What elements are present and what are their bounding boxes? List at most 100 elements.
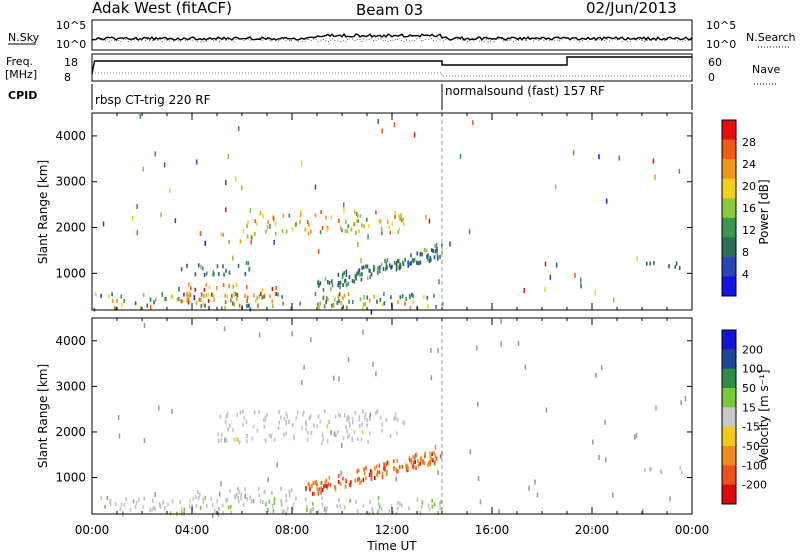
data-cell: [195, 494, 197, 499]
data-cell: [337, 412, 340, 417]
scatter-cell: [136, 230, 138, 236]
data-cell: [106, 496, 108, 501]
data-cell: [119, 507, 122, 512]
data-cell: [439, 501, 441, 506]
data-cell: [345, 269, 348, 274]
data-cell: [256, 296, 258, 301]
data-cell: [306, 508, 308, 512]
scatter-cell: [605, 457, 607, 463]
data-cell: [123, 299, 125, 303]
colorbar-tick-label: 15: [742, 401, 756, 414]
data-cell: [238, 440, 241, 445]
data-cell: [351, 438, 354, 443]
data-cell: [233, 437, 236, 442]
data-cell: [362, 409, 364, 414]
data-cell: [246, 497, 248, 501]
data-cell: [220, 232, 223, 237]
data-cell: [432, 458, 434, 463]
data-cell: [369, 268, 371, 273]
data-cell: [366, 295, 369, 300]
data-cell: [129, 507, 132, 512]
data-cell: [369, 275, 372, 280]
scatter-cell: [139, 113, 141, 119]
data-cell: [326, 296, 328, 301]
scatter-cell: [233, 291, 235, 297]
data-cell: [235, 492, 238, 497]
scatter-cell: [468, 229, 471, 235]
data-cell: [430, 257, 432, 262]
data-cell: [263, 294, 266, 298]
scatter-cell: [161, 291, 163, 297]
data-cell: [187, 300, 190, 305]
data-cell: [313, 423, 315, 428]
scatter-cell: [678, 168, 681, 174]
data-cell: [421, 500, 424, 505]
data-cell: [362, 306, 364, 311]
data-cell: [331, 303, 333, 308]
data-cell: [383, 463, 386, 468]
data-cell: [114, 502, 117, 507]
data-cell: [326, 506, 328, 511]
data-cell: [415, 452, 417, 457]
data-cell: [292, 502, 295, 507]
data-cell: [198, 297, 201, 302]
data-cell: [381, 471, 384, 476]
data-cell: [347, 292, 350, 296]
data-cell: [368, 298, 371, 303]
data-cell: [344, 484, 347, 489]
data-cell: [316, 487, 319, 492]
data-cell: [391, 264, 393, 269]
data-cell: [197, 490, 199, 495]
data-cell: [202, 302, 204, 307]
count-trace: [91, 32, 693, 43]
scatter-cell: [301, 380, 303, 386]
data-cell: [337, 281, 340, 285]
data-cell: [414, 460, 416, 465]
data-cell: [146, 303, 149, 308]
data-cell: [426, 254, 428, 259]
data-cell: [348, 420, 351, 425]
data-cell: [431, 248, 433, 253]
scatter-cell: [479, 499, 482, 505]
scatter-cell: [227, 153, 230, 159]
x-tick-label: 16:00: [475, 523, 510, 537]
data-cell: [396, 431, 398, 436]
data-cell: [352, 300, 354, 304]
data-cell: [306, 437, 309, 442]
data-cell: [309, 487, 311, 492]
data-cell: [354, 274, 357, 279]
data-cell: [314, 480, 316, 485]
data-cell: [253, 293, 255, 298]
data-cell: [320, 210, 322, 215]
scatter-cell: [580, 277, 582, 283]
data-cell: [328, 280, 331, 285]
data-cell: [403, 421, 405, 426]
data-cell: [412, 455, 414, 460]
data-cell: [152, 505, 155, 510]
scatter-cell: [154, 492, 156, 498]
data-cell: [216, 286, 218, 290]
data-cell: [412, 294, 414, 298]
data-cell: [282, 213, 285, 218]
date-title: 02/Jun/2013: [586, 0, 677, 17]
data-cell: [362, 265, 365, 270]
scatter-cell: [234, 176, 237, 182]
data-cell: [399, 216, 401, 221]
colorbar-swatch: [722, 120, 736, 141]
data-cell: [266, 412, 268, 417]
data-cell: [328, 475, 331, 480]
data-cell: [242, 422, 244, 427]
data-cell: [361, 272, 363, 277]
data-cell: [351, 279, 354, 284]
data-cell: [269, 294, 271, 299]
data-cell: [247, 261, 250, 266]
velocity-panel-frame: [91, 317, 693, 515]
data-cell: [308, 416, 311, 421]
scatter-cell: [375, 371, 377, 377]
x-tick-label: 12:00: [375, 523, 410, 537]
data-cell: [681, 470, 683, 475]
data-cell: [262, 214, 264, 219]
scatter-cell: [195, 159, 198, 165]
data-cell: [244, 272, 247, 277]
data-cell: [109, 498, 112, 503]
